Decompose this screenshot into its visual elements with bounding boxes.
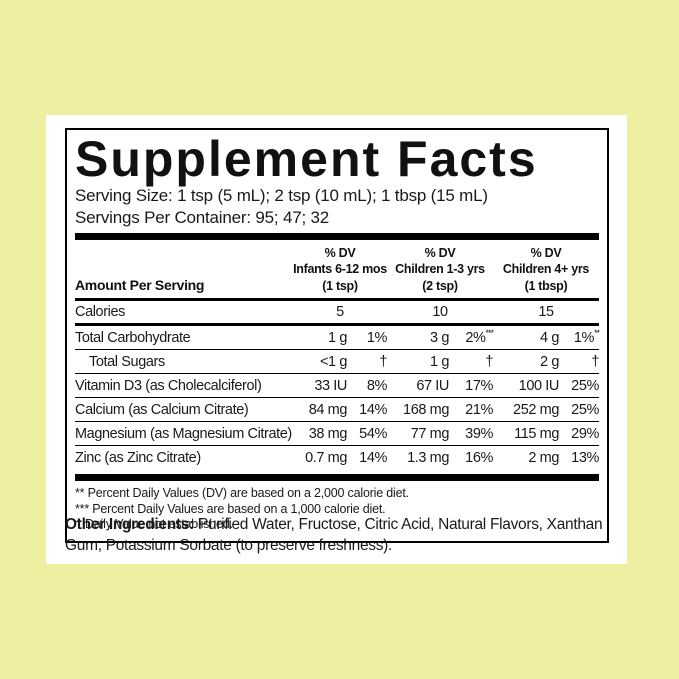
group-audience: Children 1-3 yrs [395, 262, 485, 277]
amount-cell: 115 mg [514, 425, 559, 442]
group-serving: (1 tbsp) [524, 278, 568, 293]
serving-size-text: Serving Size: 1 tsp (5 mL); 2 tsp (10 mL… [75, 186, 488, 205]
amount-cell: 38 mg [308, 425, 348, 442]
amount-cell: <1 g [319, 353, 347, 370]
table-row-magnesium: Magnesium (as Magnesium Citrate) 38 mg 5… [75, 420, 599, 445]
dv-cell: 14% [359, 401, 387, 418]
table-row-calcium: Calcium (as Calcium Citrate) 84 mg 14% 1… [75, 396, 599, 421]
amount-cell: 67 IU [416, 377, 449, 394]
nutrient-name: Zinc (as Zinc Citrate) [75, 449, 201, 466]
dv-cell: 21% [465, 401, 493, 418]
dv-label: % DV [424, 246, 456, 261]
amount-cell: 1 g [430, 353, 449, 370]
amount-cell: 2 mg [528, 449, 559, 466]
supplement-facts-panel: Supplement Facts Serving Size: 1 tsp (5 … [65, 128, 609, 543]
dv-cell: 8% [366, 377, 388, 394]
dv-cell: 17% [465, 377, 493, 394]
nutrient-name: Calcium (as Calcium Citrate) [75, 401, 249, 418]
amount-cell: 77 mg [410, 425, 450, 442]
group-audience: Children 4+ yrs [502, 262, 590, 277]
amount-cell: 1.3 mg [407, 449, 449, 466]
column-group-children-4plus: % DV Children 4+ yrs (1 tbsp) [493, 245, 599, 294]
other-ingredients-text: Purified Water, Fructose, Citric Acid, N… [65, 516, 603, 554]
nutrient-name: Magnesium (as Magnesium Citrate) [75, 425, 292, 442]
dv-cell: 1%** [573, 328, 600, 346]
dv-cell: † [591, 353, 599, 370]
nutrient-name: Calories [75, 303, 125, 320]
amount-cell: 252 mg [513, 401, 559, 418]
dv-label: % DV [530, 246, 562, 261]
amount-cell: 33 IU [314, 377, 347, 394]
dv-cell: 29% [571, 425, 599, 442]
amount-cell: 4 g [540, 329, 559, 346]
panel-title: Supplement Facts [75, 131, 538, 187]
footnote-2000-calorie: ** Percent Daily Values (DV) are based o… [75, 485, 409, 500]
amount-cell: 1 g [328, 329, 347, 346]
amount-cell: 2 g [540, 353, 559, 370]
nutrient-name: Vitamin D3 (as Cholecalciferol) [75, 377, 262, 394]
dv-cell: 39% [465, 425, 493, 442]
group-serving: (1 tsp) [322, 278, 358, 293]
dv-cell: 54% [359, 425, 387, 442]
dv-cell: † [379, 353, 387, 370]
dv-label: % DV [324, 246, 356, 261]
table-row-total-sugars: Total Sugars <1 g † 1 g † 2 g † [75, 348, 599, 373]
amount-cell: 0.7 mg [305, 449, 347, 466]
separator-thick-bottom [75, 473, 599, 481]
amount-cell: 168 mg [403, 401, 449, 418]
dv-cell: 2%*** [465, 328, 494, 346]
amount-cell: 84 mg [308, 401, 348, 418]
label-card: Supplement Facts Serving Size: 1 tsp (5 … [46, 115, 627, 564]
separator-thick-top [75, 233, 599, 241]
other-ingredients-label: Other Ingredients: [65, 516, 194, 533]
calories-value-infants: 5 [336, 303, 344, 320]
table-row-calories: Calories 5 10 15 [75, 301, 599, 325]
calories-value-children-1-3: 10 [432, 303, 448, 320]
dv-cell: 13% [571, 449, 599, 466]
servings-per-container-text: Servings Per Container: 95; 47; 32 [75, 207, 330, 227]
other-ingredients: Other Ingredients: Purified Water, Fruct… [65, 515, 611, 557]
group-audience: Infants 6-12 mos [293, 262, 387, 277]
footnote-1000-calorie: *** Percent Daily Values are based on a … [75, 501, 386, 516]
nutrient-name: Total Sugars [89, 353, 165, 370]
table-row-vitamin-d3: Vitamin D3 (as Cholecalciferol) 33 IU 8%… [75, 372, 599, 397]
dv-cell: 25% [571, 377, 599, 394]
dv-cell: † [485, 353, 493, 370]
dv-cell: 25% [571, 401, 599, 418]
table-row-zinc: Zinc (as Zinc Citrate) 0.7 mg 14% 1.3 mg… [75, 444, 599, 469]
dv-cell: 1% [366, 329, 388, 346]
amount-per-serving-header: Amount Per Serving [75, 276, 205, 293]
calories-value-children-4plus: 15 [538, 303, 554, 320]
nutrient-name: Total Carbohydrate [75, 329, 191, 346]
footnotes: ** Percent Daily Values (DV) are based o… [75, 481, 599, 535]
dv-cell: 14% [359, 449, 387, 466]
footnote-dv-not-established: † Daily Value not established. [75, 517, 233, 532]
amount-cell: 3 g [430, 329, 449, 346]
column-group-children-1-3: % DV Children 1-3 yrs (2 tsp) [387, 245, 493, 294]
table-header-row: Amount Per Serving % DV Infants 6-12 mos… [75, 240, 599, 301]
column-group-infants: % DV Infants 6-12 mos (1 tsp) [293, 245, 387, 294]
dv-cell: 16% [465, 449, 493, 466]
group-serving: (2 tsp) [422, 278, 458, 293]
amount-cell: 100 IU [518, 377, 560, 394]
table-row-total-carbohydrate: Total Carbohydrate 1 g 1% 3 g 2%*** 4 g … [75, 324, 600, 349]
